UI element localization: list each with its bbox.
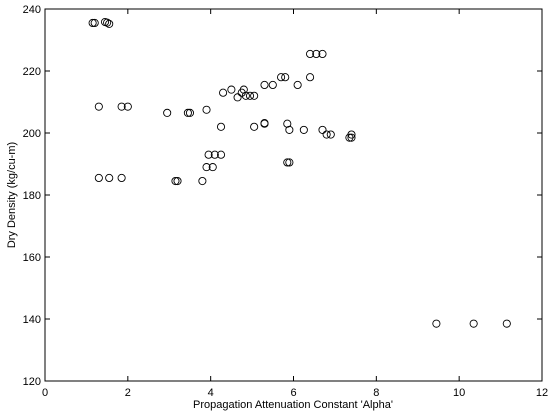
- data-point: [250, 122, 259, 131]
- data-point: [250, 91, 259, 100]
- data-point: [210, 150, 219, 159]
- data-point: [227, 85, 236, 94]
- data-point: [312, 49, 321, 59]
- data-point: [163, 108, 172, 117]
- data-point: [306, 49, 315, 59]
- y-tick-label: 160: [23, 252, 41, 264]
- x-tick-label: 0: [42, 387, 48, 399]
- data-point: [299, 125, 308, 134]
- data-point: [241, 91, 250, 100]
- y-axis-label: Dry Density (kg/cu-m): [6, 142, 18, 248]
- data-point: [347, 133, 356, 142]
- data-point: [245, 91, 255, 100]
- data-point: [202, 163, 211, 172]
- y-tick-label: 220: [23, 66, 41, 78]
- data-point: [502, 319, 511, 328]
- data-point: [90, 18, 99, 28]
- data-point: [216, 122, 226, 131]
- data-point: [171, 176, 180, 186]
- data-point: [198, 176, 207, 186]
- x-tick-label: 2: [125, 387, 131, 399]
- x-tick-label: 10: [453, 387, 465, 399]
- plot-area: [44, 8, 543, 382]
- data-point: [469, 319, 478, 328]
- data-point: [285, 125, 294, 134]
- data-point: [185, 108, 195, 117]
- data-point: [260, 80, 269, 89]
- data-point: [283, 158, 292, 167]
- data-point: [204, 150, 213, 159]
- data-point: [432, 319, 441, 328]
- x-tick-label: 12: [536, 387, 548, 399]
- y-tick-label: 180: [23, 190, 41, 202]
- data-point: [277, 73, 286, 82]
- data-point: [233, 93, 242, 102]
- data-point: [318, 49, 327, 59]
- data-point: [208, 163, 217, 172]
- data-point: [105, 173, 114, 182]
- data-point: [281, 73, 290, 82]
- data-point: [183, 108, 192, 117]
- data-point: [322, 130, 331, 139]
- y-tick-label: 240: [23, 4, 41, 16]
- data-point: [123, 102, 132, 111]
- data-point: [202, 105, 211, 114]
- data-point: [105, 19, 114, 28]
- data-point: [326, 130, 335, 139]
- data-point: [285, 158, 294, 167]
- data-point: [219, 88, 228, 97]
- data-point: [216, 150, 226, 159]
- x-tick-label: 6: [290, 387, 296, 399]
- data-point: [306, 73, 315, 82]
- y-tick-label: 120: [23, 376, 41, 388]
- data-point: [347, 130, 356, 139]
- y-tick-label: 200: [23, 128, 41, 140]
- x-tick-label: 8: [373, 387, 379, 399]
- data-point: [117, 102, 126, 111]
- data-point: [88, 18, 97, 28]
- x-tick-label: 4: [208, 387, 214, 399]
- data-point: [117, 173, 126, 182]
- data-point: [283, 119, 292, 128]
- data-point: [94, 102, 103, 111]
- axis-ticks: 0 2 4 6 8 10 12 120 140 160 180 200 220 240: [23, 4, 548, 399]
- x-axis-label: Propagation Attenuation Constant 'Alpha': [193, 399, 393, 411]
- data-point: [260, 119, 269, 128]
- data-point: [94, 173, 103, 182]
- y-tick-label: 140: [23, 314, 41, 326]
- data-point: [268, 80, 277, 89]
- data-point: [173, 176, 182, 186]
- data-point: [103, 18, 112, 27]
- data-point: [293, 80, 302, 89]
- data-points: [88, 17, 511, 328]
- data-point: [318, 125, 327, 134]
- data-point: [239, 85, 248, 94]
